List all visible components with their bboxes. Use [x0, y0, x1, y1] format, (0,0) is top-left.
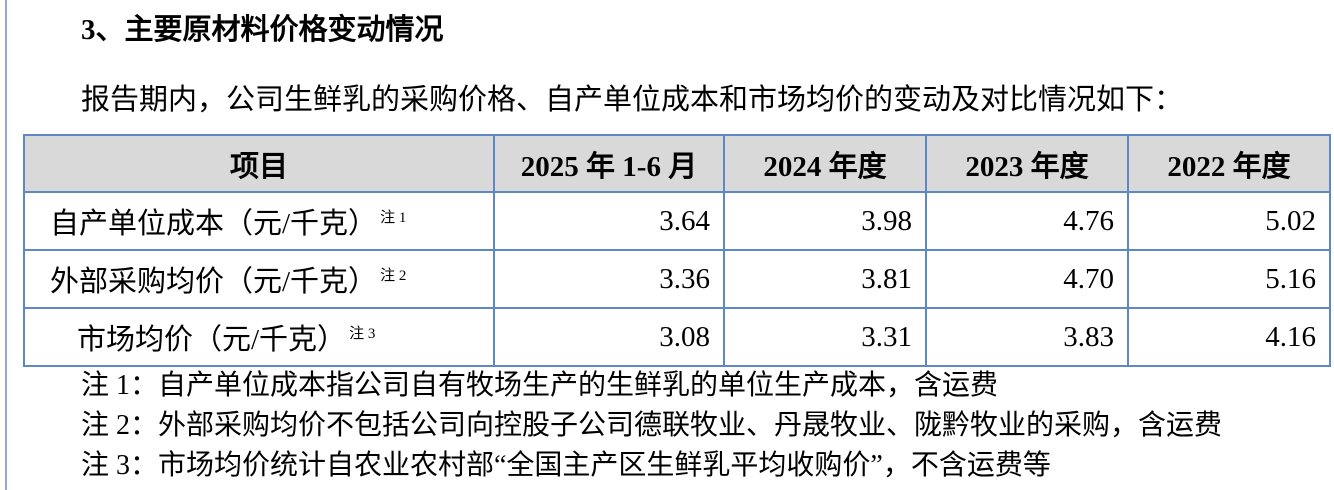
col-header-2025h1: 2025 年 1-6 月	[493, 134, 725, 193]
table-header-row: 项目 2025 年 1-6 月 2024 年度 2023 年度 2022 年度	[23, 134, 1331, 193]
row-label-text: 市场均价（元/千克）	[77, 324, 347, 356]
col-header-2024: 2024 年度	[723, 134, 927, 193]
note-ref-superscript: 注 1	[380, 210, 407, 227]
cell-value: 4.70	[925, 249, 1129, 309]
cell-value: 3.64	[493, 191, 725, 251]
table-row-market-average-price: 市场均价（元/千克）注 3 3.08 3.31 3.83 4.16	[23, 307, 1331, 367]
cell-value: 4.76	[925, 191, 1129, 251]
note-ref-superscript: 注 2	[380, 268, 407, 285]
cell-value: 5.02	[1127, 191, 1331, 251]
cell-value: 3.83	[925, 307, 1129, 367]
table-row-external-purchase-price: 外部采购均价（元/千克）注 2 3.36 3.81 4.70 5.16	[23, 249, 1331, 309]
cell-value: 3.98	[723, 191, 927, 251]
table-row-self-produced-cost: 自产单位成本（元/千克）注 1 3.64 3.98 4.76 5.02	[23, 191, 1331, 251]
raw-material-price-table: 项目 2025 年 1-6 月 2024 年度 2023 年度 2022 年度 …	[23, 134, 1331, 367]
col-header-2023: 2023 年度	[925, 134, 1129, 193]
cell-value: 3.31	[723, 307, 927, 367]
cell-value: 3.81	[723, 249, 927, 309]
row-label: 自产单位成本（元/千克）注 1	[23, 191, 495, 251]
footnote-2: 注 2：外部采购均价不包括公司向控股子公司德联牧业、丹晟牧业、陇黔牧业的采购，含…	[81, 410, 1223, 441]
intro-paragraph: 报告期内，公司生鲜乳的采购价格、自产单位成本和市场均价的变动及对比情况如下：	[81, 84, 1184, 116]
row-label: 外部采购均价（元/千克）注 2	[23, 249, 495, 309]
footnotes: 注 1：自产单位成本指公司自有牧场生产的生鲜乳的单位生产成本，含运费 注 2：外…	[81, 366, 1222, 486]
section-title: 3、主要原材料价格变动情况	[81, 14, 444, 46]
footnote-3: 注 3：市场均价统计自农业农村部“全国主产区生鲜乳平均收购价”，不含运费等	[81, 450, 1051, 481]
cell-value: 4.16	[1127, 307, 1331, 367]
cell-value: 5.16	[1127, 249, 1331, 309]
col-header-item: 项目	[23, 134, 495, 193]
col-header-2022: 2022 年度	[1127, 134, 1331, 193]
row-label-text: 外部采购均价（元/千克）	[50, 266, 378, 298]
cell-value: 3.08	[493, 307, 725, 367]
page-margin-line	[5, 0, 7, 490]
cell-value: 3.36	[493, 249, 725, 309]
row-label: 市场均价（元/千克）注 3	[23, 307, 495, 367]
note-ref-superscript: 注 3	[349, 326, 376, 343]
row-label-text: 自产单位成本（元/千克）	[50, 208, 378, 240]
footnote-1: 注 1：自产单位成本指公司自有牧场生产的生鲜乳的单位生产成本，含运费	[81, 370, 999, 401]
